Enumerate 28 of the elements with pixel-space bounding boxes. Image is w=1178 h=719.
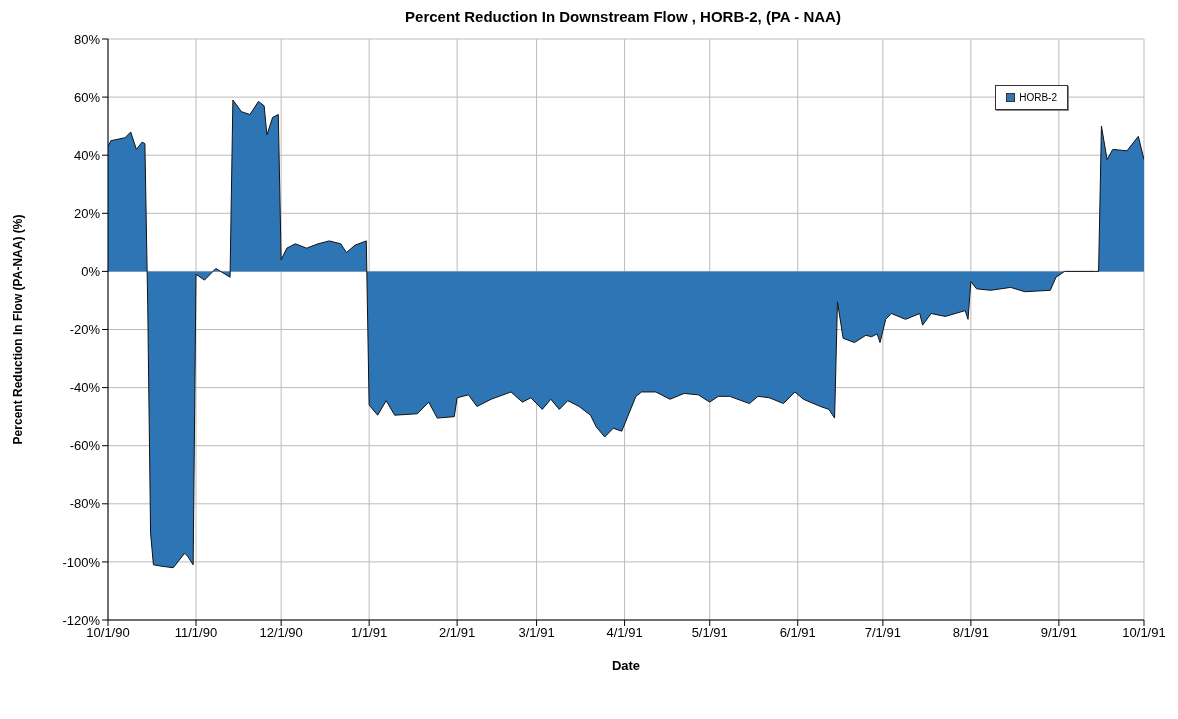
chart-title: Percent Reduction In Downstream Flow , HORB-2, (PA - NAA): [404, 8, 842, 25]
y-tick-label: 0%: [81, 264, 101, 280]
y-tick-label: -40%: [69, 380, 101, 396]
x-tick-label: 2/1/91: [439, 625, 476, 641]
y-axis-title: Percent Reduction In Flow (PA-NAA) (%): [11, 214, 26, 445]
y-tick-label: -60%: [69, 438, 101, 454]
y-tick-label: 60%: [73, 89, 101, 105]
y-tick-label: 20%: [73, 205, 101, 221]
y-tick-label: 40%: [73, 147, 101, 163]
y-tick-label: -100%: [62, 554, 101, 570]
x-tick-label: 1/1/91: [351, 625, 388, 641]
x-tick-label: 11/1/90: [174, 625, 218, 641]
x-tick-label: 7/1/91: [864, 625, 901, 641]
x-tick-label: 6/1/91: [779, 625, 816, 641]
x-tick-label: 8/1/91: [952, 625, 989, 641]
x-tick-label: 10/1/91: [1122, 625, 1166, 641]
x-axis-title: Date: [611, 658, 641, 673]
x-tick-label: 9/1/91: [1040, 625, 1077, 641]
x-tick-label: 12/1/90: [259, 625, 303, 641]
y-tick-label: -20%: [69, 322, 101, 338]
x-tick-label: 10/1/90: [86, 625, 130, 641]
x-tick-label: 4/1/91: [606, 625, 643, 641]
y-tick-label: 80%: [73, 31, 101, 47]
legend-label: HORB-2: [1019, 92, 1057, 103]
y-tick-label: -120%: [62, 612, 101, 628]
y-tick-label: -80%: [69, 496, 101, 512]
x-tick-label: 5/1/91: [691, 625, 728, 641]
x-tick-label: 3/1/91: [518, 625, 555, 641]
